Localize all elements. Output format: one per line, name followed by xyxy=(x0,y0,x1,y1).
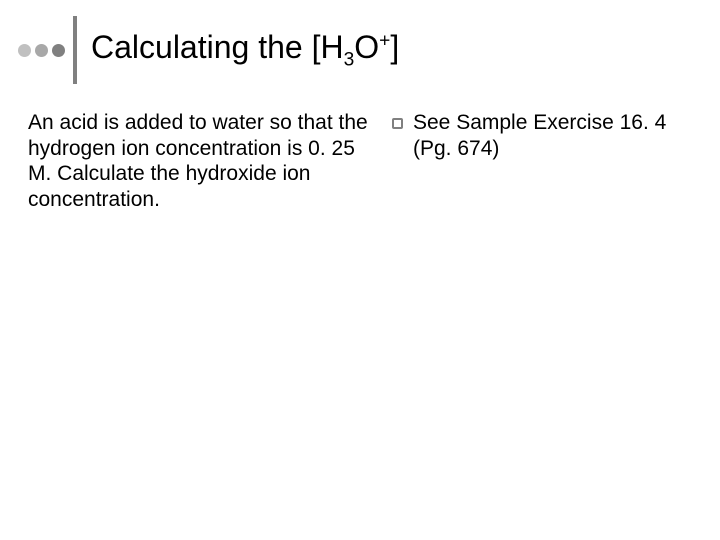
title-dots xyxy=(18,44,65,57)
dot-icon xyxy=(18,44,31,57)
body-right-column: See Sample Exercise 16. 4 (Pg. 674) xyxy=(392,110,692,212)
vertical-bar-icon xyxy=(73,16,77,84)
slide-title: Calculating the [H3O+] xyxy=(91,30,399,71)
hollow-square-icon xyxy=(392,118,403,129)
title-row: Calculating the [H3O+] xyxy=(18,16,702,84)
body-left-text: An acid is added to water so that the hy… xyxy=(28,110,380,212)
list-item-text: See Sample Exercise 16. 4 (Pg. 674) xyxy=(413,110,692,161)
dot-icon xyxy=(35,44,48,57)
slide: Calculating the [H3O+] An acid is added … xyxy=(0,0,720,540)
list-item: See Sample Exercise 16. 4 (Pg. 674) xyxy=(392,110,692,161)
dot-icon xyxy=(52,44,65,57)
slide-body: An acid is added to water so that the hy… xyxy=(28,110,692,212)
